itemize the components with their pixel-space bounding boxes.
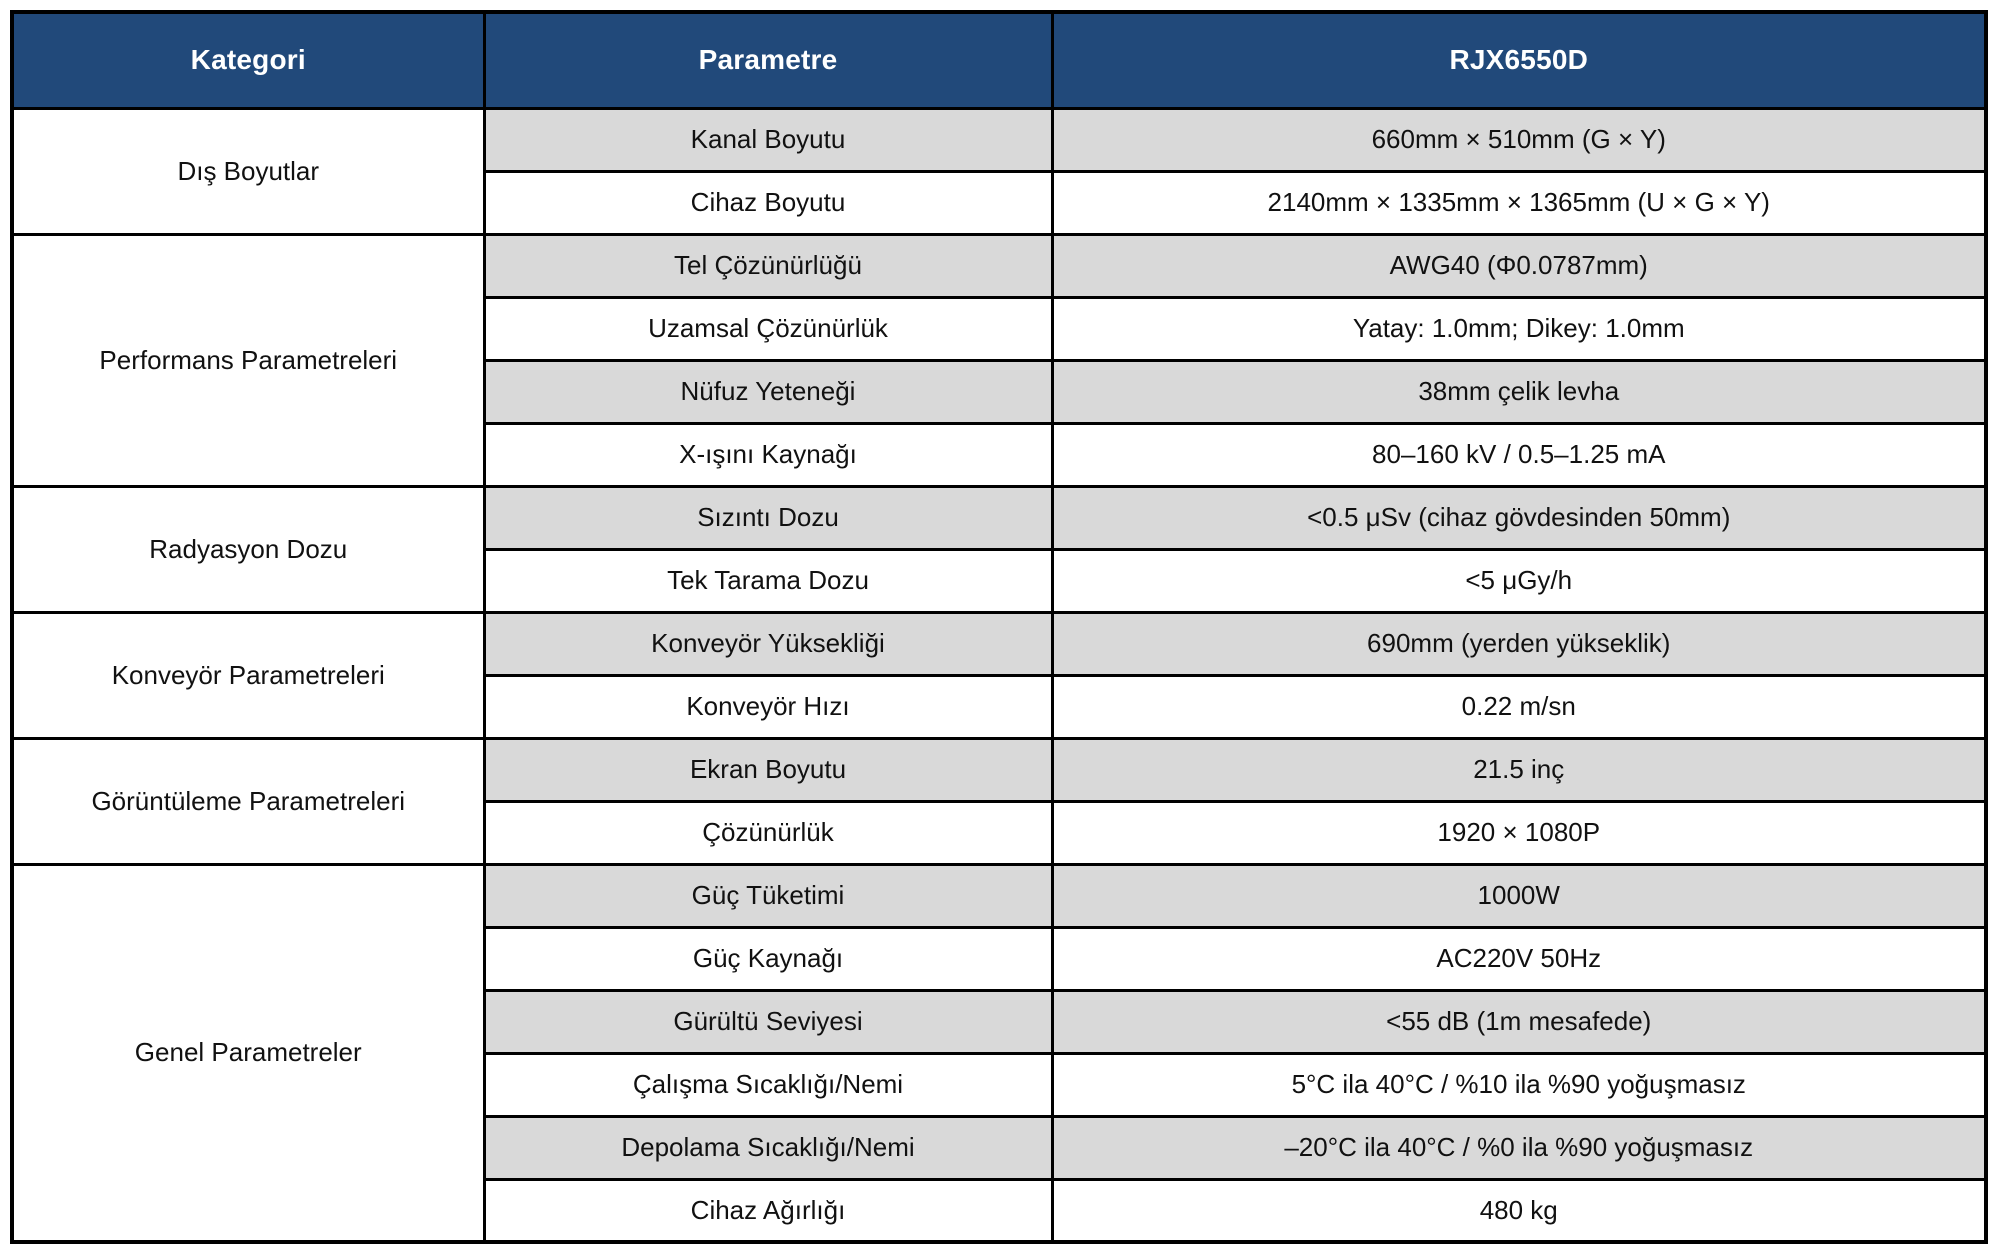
- value-cell: 21.5 inç: [1050, 736, 1988, 803]
- table-row: X-ışını Kaynağı 80–160 kV / 0.5–1.25 mA: [12, 421, 1988, 488]
- header-cell-category: Kategori: [10, 10, 486, 110]
- table-row: Cihaz Ağırlığı 480 kg: [12, 1177, 1988, 1244]
- value-cell: 5°C ila 40°C / %10 ila %90 yoğuşmasız: [1050, 1051, 1988, 1118]
- table-row: Performans Parametreleri Tel Çözünürlüğü…: [10, 232, 1988, 488]
- table-row: Dış Boyutlar Kanal Boyutu 660mm × 510mm …: [10, 106, 1988, 236]
- param-cell: Güç Tüketimi: [482, 862, 1054, 929]
- header-cell-parameter: Parametre: [482, 10, 1054, 110]
- value-cell: <55 dB (1m mesafede): [1050, 988, 1988, 1055]
- param-cell: Konveyör Yüksekliği: [482, 610, 1054, 677]
- table-row: Konveyör Hızı 0.22 m/sn: [12, 673, 1988, 740]
- value-cell: 80–160 kV / 0.5–1.25 mA: [1050, 421, 1988, 488]
- param-cell: Çözünürlük: [482, 799, 1054, 866]
- value-cell: AWG40 (Φ0.0787mm): [1050, 232, 1988, 299]
- value-cell: <5 μGy/h: [1050, 547, 1988, 614]
- table-row: Çalışma Sıcaklığı/Nemi 5°C ila 40°C / %1…: [12, 1051, 1988, 1118]
- param-cell: Tek Tarama Dozu: [482, 547, 1054, 614]
- param-cell: Ekran Boyutu: [482, 736, 1054, 803]
- param-cell: Cihaz Boyutu: [482, 169, 1054, 236]
- category-cell: Dış Boyutlar: [10, 106, 486, 236]
- value-cell: 2140mm × 1335mm × 1365mm (U × G × Y): [1050, 169, 1988, 236]
- value-cell: Yatay: 1.0mm; Dikey: 1.0mm: [1050, 295, 1988, 362]
- header-cell-model: RJX6550D: [1050, 10, 1988, 110]
- table-row: Tek Tarama Dozu <5 μGy/h: [12, 547, 1988, 614]
- param-cell: Depolama Sıcaklığı/Nemi: [482, 1114, 1054, 1181]
- category-cell: Konveyör Parametreleri: [10, 610, 486, 740]
- param-cell: Konveyör Hızı: [482, 673, 1054, 740]
- value-cell: 1920 × 1080P: [1050, 799, 1988, 866]
- param-cell: Çalışma Sıcaklığı/Nemi: [482, 1051, 1054, 1118]
- value-cell: 38mm çelik levha: [1050, 358, 1988, 425]
- value-cell: AC220V 50Hz: [1050, 925, 1988, 992]
- param-cell: Güç Kaynağı: [482, 925, 1054, 992]
- spec-table: Kategori Parametre RJX6550D Dış Boyutlar…: [10, 10, 1988, 1244]
- param-cell: Tel Çözünürlüğü: [482, 232, 1054, 299]
- category-cell: Görüntüleme Parametreleri: [10, 736, 486, 866]
- category-cell: Radyasyon Dozu: [10, 484, 486, 614]
- param-cell: Sızıntı Dozu: [482, 484, 1054, 551]
- value-cell: <0.5 μSv (cihaz gövdesinden 50mm): [1050, 484, 1988, 551]
- value-cell: 690mm (yerden yükseklik): [1050, 610, 1988, 677]
- param-cell: Uzamsal Çözünürlük: [482, 295, 1054, 362]
- category-cell: Performans Parametreleri: [10, 232, 486, 488]
- param-cell: Cihaz Ağırlığı: [482, 1177, 1054, 1244]
- table-row: Güç Kaynağı AC220V 50Hz: [12, 925, 1988, 992]
- table-row: Görüntüleme Parametreleri Ekran Boyutu 2…: [10, 736, 1988, 866]
- table-header-row: Kategori Parametre RJX6550D: [10, 10, 1988, 110]
- table-row: Depolama Sıcaklığı/Nemi –20°C ila 40°C /…: [12, 1114, 1988, 1181]
- table-row: Çözünürlük 1920 × 1080P: [12, 799, 1988, 866]
- table-row: Cihaz Boyutu 2140mm × 1335mm × 1365mm (U…: [12, 169, 1988, 236]
- value-cell: –20°C ila 40°C / %0 ila %90 yoğuşmasız: [1050, 1114, 1988, 1181]
- table-row: Uzamsal Çözünürlük Yatay: 1.0mm; Dikey: …: [12, 295, 1988, 362]
- table-row: Gürültü Seviyesi <55 dB (1m mesafede): [12, 988, 1988, 1055]
- param-cell: X-ışını Kaynağı: [482, 421, 1054, 488]
- param-cell: Nüfuz Yeteneği: [482, 358, 1054, 425]
- value-cell: 480 kg: [1050, 1177, 1988, 1244]
- value-cell: 0.22 m/sn: [1050, 673, 1988, 740]
- table-row: Genel Parametreler Güç Tüketimi 1000W: [10, 862, 1988, 1244]
- category-cell: Genel Parametreler: [10, 862, 486, 1244]
- table-row: Nüfuz Yeteneği 38mm çelik levha: [12, 358, 1988, 425]
- value-cell: 660mm × 510mm (G × Y): [1050, 106, 1988, 173]
- table-row: Radyasyon Dozu Sızıntı Dozu <0.5 μSv (ci…: [10, 484, 1988, 614]
- table-row: Konveyör Parametreleri Konveyör Yüksekli…: [10, 610, 1988, 740]
- param-cell: Gürültü Seviyesi: [482, 988, 1054, 1055]
- param-cell: Kanal Boyutu: [482, 106, 1054, 173]
- value-cell: 1000W: [1050, 862, 1988, 929]
